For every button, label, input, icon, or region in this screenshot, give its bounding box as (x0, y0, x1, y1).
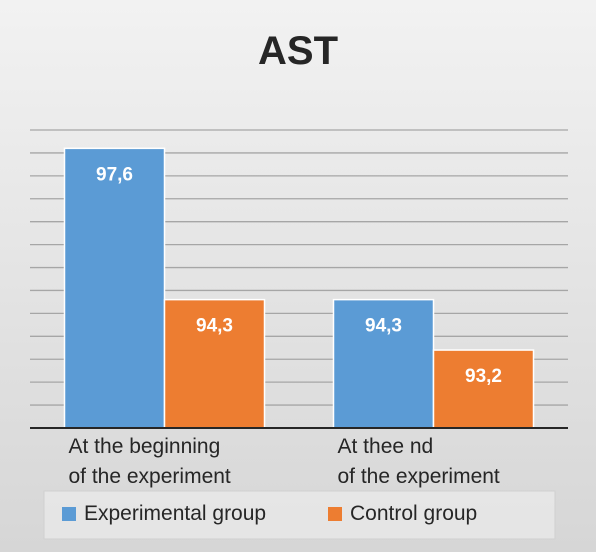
bar-experimental-2 (332, 298, 435, 429)
category-label: of the experiment (69, 465, 231, 488)
category-labels: At the beginning of the experiment At thee… (69, 435, 500, 488)
category-label: At the beginning (69, 435, 221, 458)
data-label: 94,3 (365, 316, 402, 337)
legend: Experimental group Control group (62, 502, 477, 525)
bar-control-1 (163, 298, 266, 429)
legend-box (43, 490, 556, 540)
legend-swatch (62, 507, 76, 521)
bar-control-2 (432, 349, 535, 429)
legend-label: Control group (350, 502, 477, 525)
legend-swatch (328, 507, 342, 521)
bar-experimental-1 (63, 147, 166, 429)
data-label: 94,3 (196, 316, 233, 337)
category-label: At thee nd (338, 435, 434, 458)
bars (63, 147, 535, 429)
legend-label: Experimental group (84, 502, 266, 525)
data-label: 93,2 (465, 366, 502, 387)
data-labels: 97,6 94,3 94,3 93,2 (96, 164, 502, 387)
category-label: of the experiment (338, 465, 500, 488)
data-label: 97,6 (96, 164, 133, 185)
chart-title: AST (258, 29, 338, 73)
